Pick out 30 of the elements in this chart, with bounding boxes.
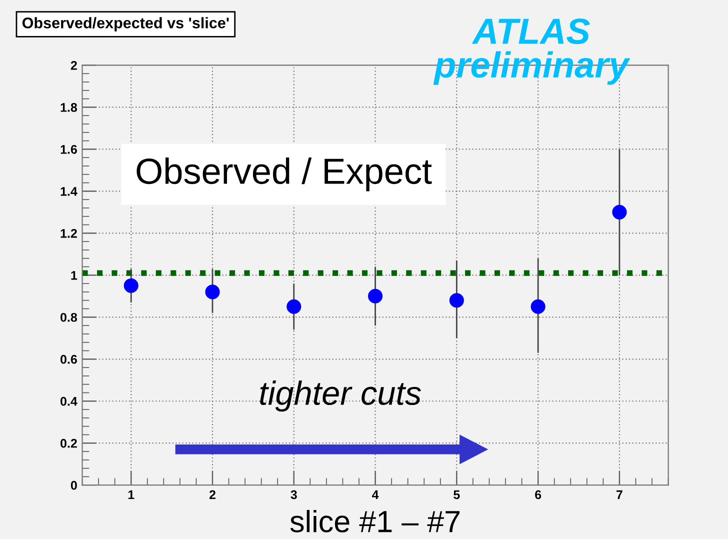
y-tick-label: 1.4 [60, 187, 78, 196]
point [612, 204, 627, 220]
y-tick-label: 1.8 [60, 103, 78, 112]
x-axis-title: slice #1 – #7 [290, 510, 460, 532]
x-tick-label: 2 [209, 490, 216, 500]
point [124, 278, 138, 293]
x-tick-label: 5 [454, 490, 460, 500]
annotation: tighter cuts [260, 380, 421, 412]
y-tick-label: 0.6 [60, 354, 77, 364]
point [530, 299, 546, 314]
x-tick-label: 4 [372, 490, 379, 500]
y-tick-label: 0.4 [60, 396, 78, 406]
annotation: ATLAS preliminary [433, 18, 630, 85]
y-tick-label: 0 [70, 480, 77, 490]
y-tick-label: 1.6 [60, 144, 77, 154]
x-tick-label: 1 [128, 490, 134, 500]
chart-title: Observed/expected vs 'slice' [22, 17, 229, 32]
y-tick-label: 1 [71, 271, 78, 280]
y-tick-label: 2 [70, 61, 77, 70]
x-tick-label: 3 [290, 490, 297, 500]
y-tick-label: 0.2 [60, 438, 77, 448]
point [286, 299, 302, 314]
y-tick-label: 1.2 [60, 228, 77, 238]
point [205, 284, 220, 300]
x-tick-label: 6 [535, 490, 542, 500]
point [449, 293, 464, 308]
y-tick-label: 0.8 [60, 312, 78, 322]
point [368, 288, 383, 304]
x-tick-label: 7 [616, 490, 622, 500]
annotation: Observed / Expect [136, 158, 432, 192]
